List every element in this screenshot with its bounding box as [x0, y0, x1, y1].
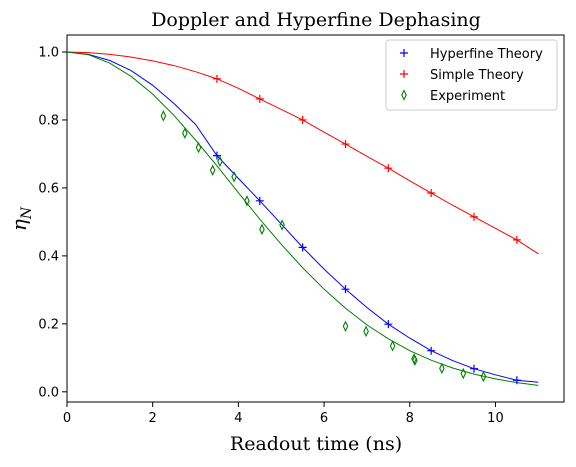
experiment-point: [342, 320, 349, 332]
hyperfine-theory-point: [512, 376, 521, 385]
x-tick-label: 0: [63, 411, 71, 426]
curve-experiment: [67, 51, 539, 386]
legend-label: Simple Theory: [430, 68, 524, 83]
x-tick-label: 2: [149, 411, 157, 426]
hyperfine-theory-point: [298, 243, 307, 252]
hyperfine-theory-point: [470, 364, 479, 373]
x-axis: 0 2 4 6 8 10: [63, 402, 504, 426]
experiment-point: [231, 170, 237, 183]
simple-theory-point: [212, 74, 221, 83]
legend-frame: [385, 39, 558, 111]
experiment-point: [182, 127, 188, 139]
experiment-point: [160, 110, 167, 122]
y-tick-label: 0.6: [38, 181, 59, 196]
simple-theory-point: [470, 212, 479, 221]
legend-marker: [400, 70, 408, 78]
hyperfine-theory-point: [255, 196, 264, 205]
y-tick-label: 1.0: [38, 45, 59, 60]
y-tick-label: 0.2: [38, 317, 59, 332]
y-tick-label: 0.8: [38, 113, 59, 128]
y-tick-label: 0.0: [38, 385, 59, 400]
experiment-point: [217, 155, 223, 168]
experiment-point: [389, 340, 396, 352]
simple-theory-point: [512, 235, 521, 244]
hyperfine-theory-point: [212, 151, 221, 160]
y-axis: 0.0 0.2 0.4 0.6 0.8 1.0: [38, 45, 67, 400]
experiment-point: [244, 195, 250, 207]
x-tick-label: 8: [406, 411, 414, 426]
legend: Hyperfine Theory Simple Theory Experiment: [385, 39, 558, 111]
y-tick-label: 0.4: [38, 249, 59, 264]
experiment-point: [209, 164, 216, 176]
x-tick-label: 10: [487, 411, 504, 426]
x-tick-label: 4: [234, 411, 242, 426]
x-tick-label: 6: [320, 411, 328, 426]
experiment-point: [363, 325, 369, 338]
hyperfine-theory-point: [341, 285, 350, 294]
legend-label: Experiment: [430, 89, 505, 104]
simple-theory-point: [298, 115, 307, 124]
hyperfine-theory-point: [427, 346, 436, 355]
experiment-point: [412, 354, 418, 366]
simple-theory-point: [427, 189, 436, 198]
experiment-point: [439, 362, 445, 375]
experiment-point: [279, 219, 285, 231]
legend-marker: [401, 89, 407, 101]
experiment-point: [259, 223, 265, 236]
simple-theory-point: [255, 94, 264, 103]
simple-theory-point: [384, 164, 393, 173]
chart-title: Doppler and Hyperfine Dephasing: [151, 9, 481, 31]
experiment-point: [480, 370, 487, 383]
legend-marker: [400, 49, 408, 57]
legend-label: Hyperfine Theory: [430, 47, 543, 62]
legend-entries: Hyperfine Theory Simple Theory Experiment: [400, 47, 543, 104]
experiment-point: [195, 141, 202, 154]
hyperfine-theory-point: [384, 320, 393, 329]
experiment-point: [460, 367, 467, 380]
markers: [160, 74, 521, 385]
x-axis-label: Readout time (ns): [230, 433, 402, 455]
simple-theory-point: [341, 140, 350, 149]
